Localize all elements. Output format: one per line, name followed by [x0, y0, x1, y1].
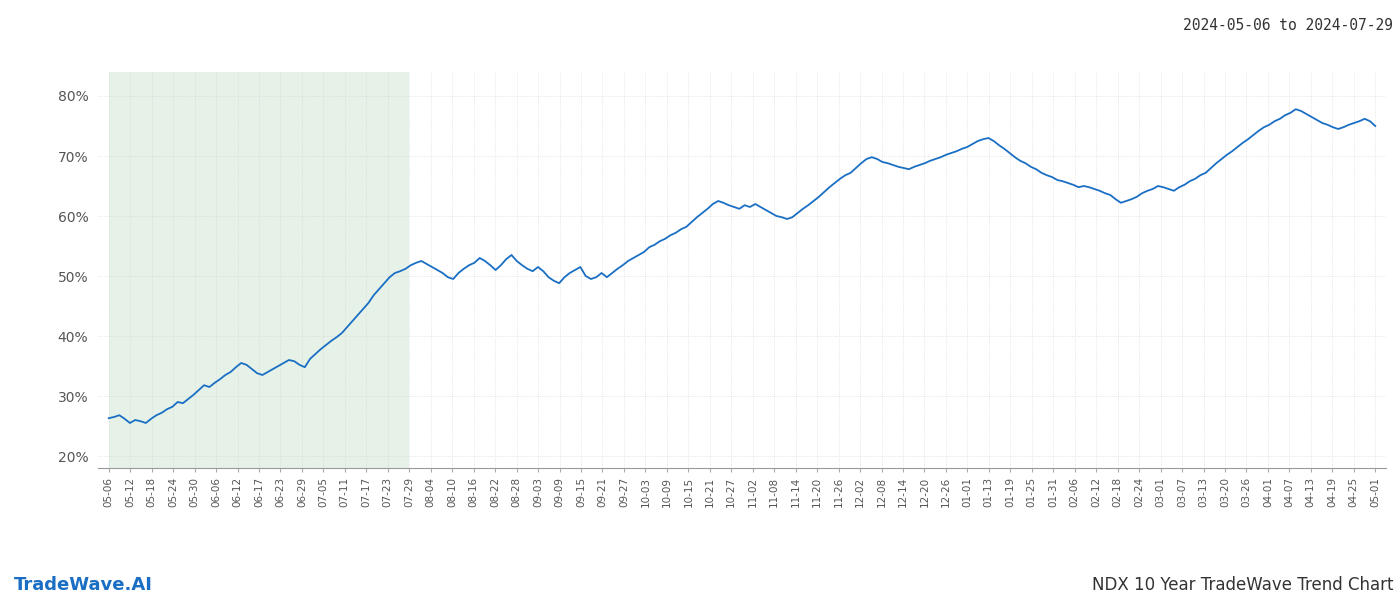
Text: 2024-05-06 to 2024-07-29: 2024-05-06 to 2024-07-29	[1183, 18, 1393, 33]
Text: TradeWave.AI: TradeWave.AI	[14, 576, 153, 594]
Bar	[109, 72, 409, 468]
Text: NDX 10 Year TradeWave Trend Chart: NDX 10 Year TradeWave Trend Chart	[1092, 576, 1393, 594]
